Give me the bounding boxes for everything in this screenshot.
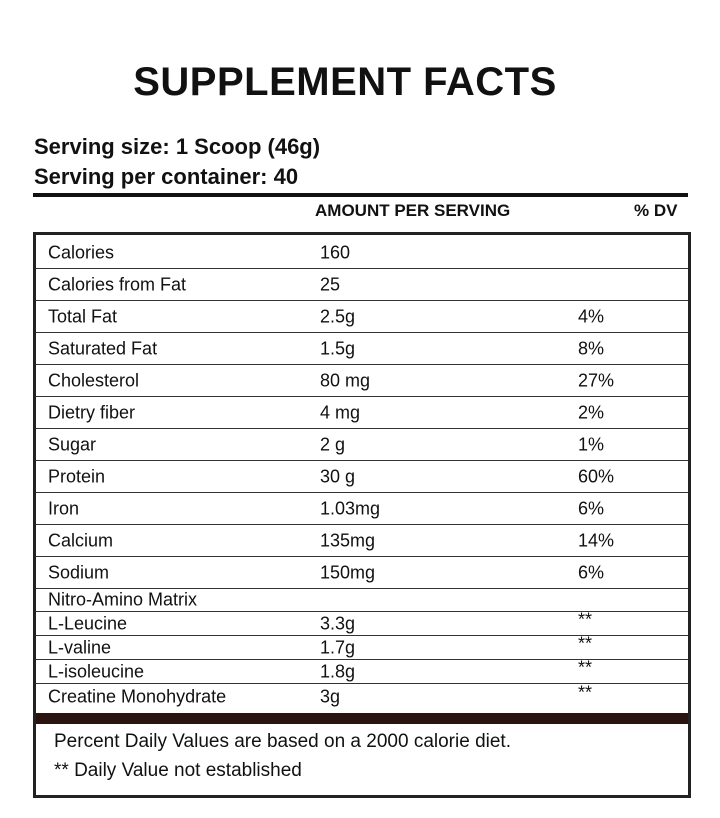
nutrient-name: Total Fat <box>48 306 118 326</box>
table-row: Sugar 2 g 1% <box>36 429 688 461</box>
table-row: Sodium 150mg 6% <box>36 557 688 589</box>
nutrient-name: Protein <box>48 466 106 486</box>
daily-value: ** <box>578 657 593 678</box>
amount: 3g <box>320 686 341 707</box>
amount: 25 <box>320 274 341 294</box>
daily-value: ** <box>578 633 593 654</box>
amount: 160 <box>320 242 351 262</box>
daily-value: ** <box>578 609 593 630</box>
table-row: Calories from Fat 25 <box>36 269 688 301</box>
table-row: L-isoleucine 1.8g ** <box>36 657 688 684</box>
footnote: Percent Daily Values are based on a 2000… <box>54 731 511 752</box>
amount: 1.03mg <box>320 498 381 518</box>
amount: 1.8g <box>320 661 356 681</box>
daily-value: 60% <box>578 466 615 486</box>
daily-value: ** <box>578 682 593 703</box>
table-row: Creatine Monohydrate 3g ** <box>36 682 688 710</box>
table-row: Iron 1.03mg 6% <box>36 493 688 525</box>
facts-box <box>33 232 691 798</box>
amount: 4 mg <box>320 402 361 422</box>
amount: 2 g <box>320 434 346 454</box>
daily-value: 2% <box>578 402 605 422</box>
amount: 80 mg <box>320 370 371 390</box>
daily-value: 8% <box>578 338 605 358</box>
amount: 30 g <box>320 466 356 486</box>
divider-bar <box>36 713 688 724</box>
amount: 3.3g <box>320 613 356 633</box>
amount: 1.5g <box>320 338 356 358</box>
servings-per-container: Serving per container: 40 <box>34 164 299 189</box>
table-row: L-Leucine 3.3g ** <box>36 609 688 636</box>
table-row: Nitro-Amino Matrix <box>36 589 688 612</box>
nutrient-name: Sodium <box>48 562 110 582</box>
serving-size: Serving size: 1 Scoop (46g) <box>34 134 321 159</box>
dv-header: % DV <box>634 201 678 220</box>
nutrient-name: Calories from Fat <box>48 274 187 294</box>
daily-value: 27% <box>578 370 615 390</box>
nutrient-name: Creatine Monohydrate <box>48 686 227 707</box>
table-row: Calories 160 <box>36 237 688 269</box>
daily-value: 6% <box>578 562 605 582</box>
nutrient-name: L-isoleucine <box>48 661 145 681</box>
daily-value: 4% <box>578 306 605 326</box>
table-row: L-valine 1.7g ** <box>36 633 688 660</box>
amount: 2.5g <box>320 306 356 326</box>
daily-value: 14% <box>578 530 615 550</box>
amount-header: AMOUNT PER SERVING <box>315 201 511 220</box>
table-row: Cholesterol 80 mg 27% <box>36 365 688 397</box>
nutrient-name: L-valine <box>48 637 112 657</box>
table-row: Total Fat 2.5g 4% <box>36 301 688 333</box>
nutrient-name: Nitro-Amino Matrix <box>48 589 198 610</box>
table-row: Dietry fiber 4 mg 2% <box>36 397 688 429</box>
title: SUPPLEMENT FACTS <box>133 60 557 104</box>
amount: 150mg <box>320 562 376 582</box>
nutrient-name: L-Leucine <box>48 613 128 633</box>
nutrient-name: Saturated Fat <box>48 338 158 358</box>
nutrient-name: Calcium <box>48 530 114 550</box>
table-row: Saturated Fat 1.5g 8% <box>36 333 688 365</box>
footnote: ** Daily Value not established <box>54 760 302 781</box>
daily-value: 1% <box>578 434 605 454</box>
nutrient-name: Sugar <box>48 434 97 454</box>
amount: 135mg <box>320 530 376 550</box>
amount: 1.7g <box>320 637 356 657</box>
nutrient-name: Dietry fiber <box>48 402 136 422</box>
nutrient-name: Cholesterol <box>48 370 140 390</box>
table-row: Protein 30 g 60% <box>36 461 688 493</box>
rule <box>33 193 688 197</box>
nutrient-name: Calories <box>48 242 115 262</box>
daily-value: 6% <box>578 498 605 518</box>
nutrient-name: Iron <box>48 498 80 518</box>
table-row: Calcium 135mg 14% <box>36 525 688 557</box>
